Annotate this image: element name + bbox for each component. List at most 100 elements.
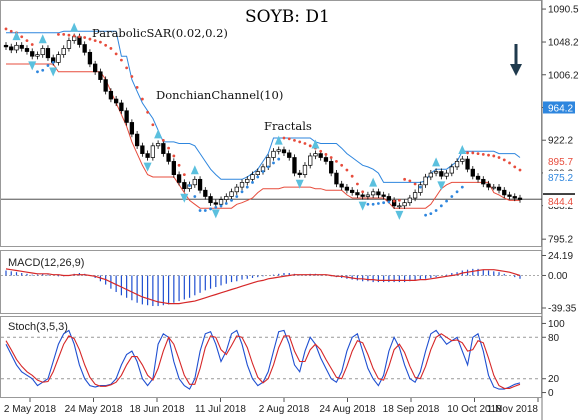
candle-body	[496, 186, 502, 191]
parabolic-sar-dot	[439, 204, 443, 208]
candle-body	[486, 183, 491, 188]
parabolic-sar-dot	[182, 173, 186, 177]
candle-body	[245, 178, 250, 183]
parabolic-sar-dot	[518, 168, 522, 172]
candle-body	[370, 191, 376, 196]
candle-body	[171, 161, 176, 175]
parabolic-sar-dot	[471, 151, 475, 155]
parabolic-sar-dot	[287, 137, 291, 141]
candle-body	[475, 175, 481, 180]
parabolic-sar-dot	[429, 212, 433, 216]
fractals-label: Fractals	[264, 119, 312, 133]
candle-body	[397, 205, 402, 208]
candle-body	[297, 172, 302, 175]
fractal-up-icon	[274, 135, 283, 145]
parabolic-sar-dot	[466, 151, 469, 155]
candle-body	[313, 153, 318, 157]
parabolic-sar-dot	[476, 152, 480, 156]
price-marker-bg	[543, 101, 575, 114]
candle-body	[239, 182, 245, 188]
candle-body	[376, 191, 381, 196]
candle-body	[318, 153, 323, 158]
parabolic-sar-dot	[36, 70, 39, 74]
parabolic-sar-dot	[83, 36, 87, 39]
parabolic-sar-dot	[418, 185, 422, 189]
stoch-tick-label: 80	[548, 333, 560, 344]
candle-body	[454, 161, 460, 168]
candle-body	[517, 197, 523, 200]
parabolic-sar-dot	[356, 182, 359, 186]
parabolic-sar-dot	[62, 32, 66, 36]
x-tick-label: 10 Oct 2018	[447, 404, 502, 415]
candle-body	[355, 192, 360, 196]
candle-body	[339, 183, 344, 188]
candle-body	[460, 158, 465, 162]
fractal-up-icon	[432, 157, 441, 167]
candle-body	[344, 186, 350, 191]
x-tick-label: 2 May 2018	[4, 404, 57, 415]
candle-body	[407, 197, 413, 204]
candle-body	[145, 153, 150, 158]
parabolic-sar-dot	[277, 157, 281, 161]
candle-body	[213, 202, 218, 205]
candle-body	[412, 192, 418, 199]
parabolic-sar-dot	[230, 198, 233, 202]
parabolic-sar-dot	[93, 39, 97, 43]
candle-body	[418, 184, 423, 193]
price-marker-label: 895.7	[548, 157, 573, 168]
fractal-down-icon	[295, 179, 304, 189]
fractal-down-icon	[143, 162, 152, 172]
candle-body	[82, 44, 87, 53]
fractal-up-icon	[458, 144, 467, 154]
parabolic-sar-dot	[30, 43, 34, 46]
parabolic-sar-dot	[177, 163, 181, 167]
candle-body	[140, 145, 145, 154]
candle-body	[108, 90, 114, 100]
candle-body	[150, 145, 156, 158]
parabolic-sar-dot	[57, 32, 60, 36]
parabolic-sar-dot	[502, 158, 506, 162]
stoch-plot: 100 80 20 0	[1, 319, 565, 399]
candle-body	[56, 54, 61, 63]
stoch-tick-label: 20	[548, 374, 560, 385]
candle-body	[134, 133, 140, 147]
candle-body	[161, 143, 166, 154]
parabolic-sar-dot	[219, 204, 223, 208]
candle-body	[103, 79, 108, 92]
x-tick-label: 18 Jun 2018	[129, 404, 184, 415]
parabolic-sar-dot	[403, 177, 407, 181]
candle-body	[402, 202, 407, 207]
candle-body	[292, 157, 297, 174]
candle-body	[124, 110, 129, 123]
parabolic-sar-dot	[392, 199, 396, 203]
candle-body	[197, 178, 203, 191]
x-tick-label: 1 Nov 2018	[487, 404, 539, 415]
parabolic-sar-dot	[261, 170, 265, 173]
parabolic-sar-dot	[109, 47, 113, 50]
parabolic-sar-dot	[130, 75, 134, 78]
fractal-down-icon	[358, 201, 367, 211]
parabolic-sar-dot	[376, 202, 380, 205]
parabolic-sar-dot	[266, 165, 270, 169]
price-marker-bg	[543, 194, 575, 207]
candle-body	[266, 157, 271, 168]
parabolic-sar-dot	[67, 33, 71, 37]
parabolic-sar-dot	[99, 40, 102, 44]
candle-body	[9, 46, 14, 51]
fractal-down-icon	[28, 61, 37, 71]
stoch-tick-label: 0	[548, 388, 554, 399]
parabolic-sar-dot	[272, 161, 275, 165]
parabolic-sar-dot	[125, 66, 129, 70]
parabolic-sar-dot	[209, 207, 212, 211]
parabolic-sar-dot	[224, 202, 228, 205]
parabolic-sar-dot	[361, 190, 365, 194]
price-marker-label: 875.2	[548, 173, 573, 184]
candle-body	[481, 178, 486, 185]
candle-body	[45, 48, 51, 59]
parabolic-sar-dot	[135, 85, 139, 89]
parabolic-sar-dot	[4, 27, 8, 31]
price-tick-label: 1090.5	[548, 5, 579, 16]
parabolic-sar-dot	[335, 160, 338, 163]
candle-body	[87, 51, 93, 65]
